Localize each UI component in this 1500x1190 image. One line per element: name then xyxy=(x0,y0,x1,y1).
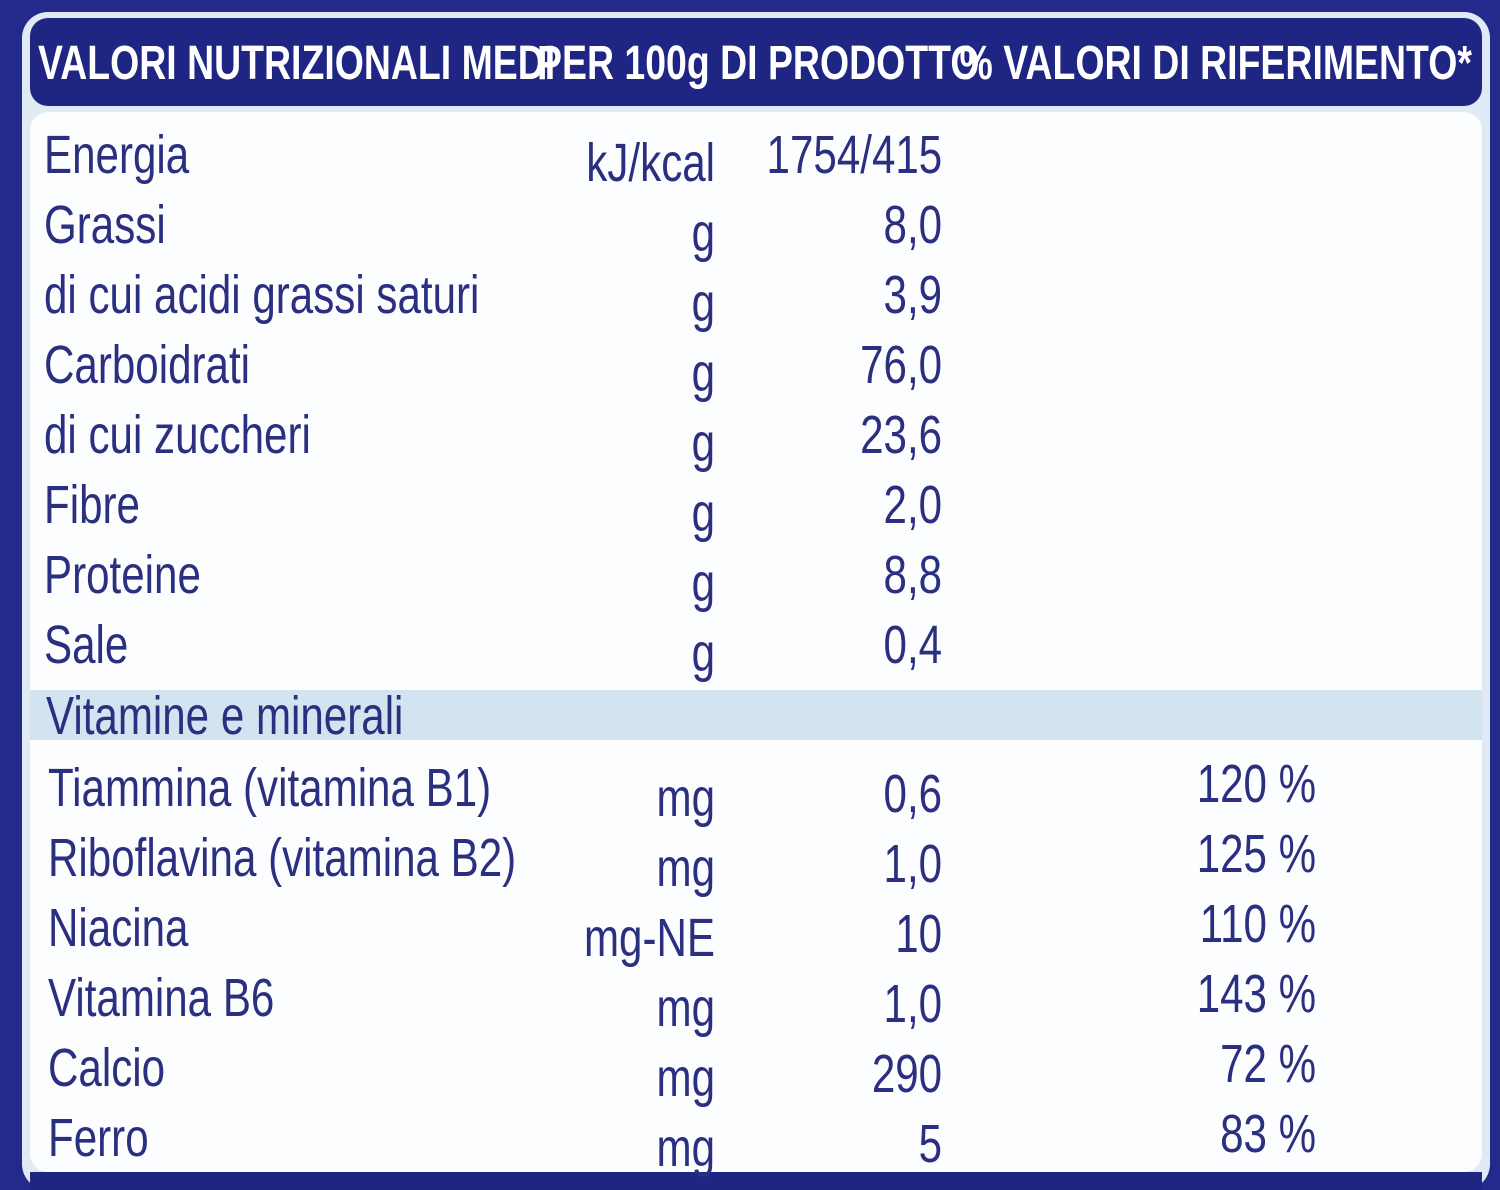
section-band xyxy=(30,690,1482,740)
vitamin-value: 290 xyxy=(871,1044,942,1104)
vitamin-percent: 110 % xyxy=(1199,894,1316,954)
nutrient-value: 8,8 xyxy=(883,545,942,605)
vitamin-percent: 83 % xyxy=(1219,1104,1316,1164)
nutrient-name: di cui acidi grassi saturi xyxy=(44,265,480,325)
header-cell: PER 100g DI PRODOTTO xyxy=(537,37,980,90)
vitamin-unit: mg-NE xyxy=(583,908,715,968)
vitamin-value: 1,0 xyxy=(883,834,942,894)
nutrient-unit: kJ/kcal xyxy=(586,133,715,193)
vitamin-percent: 120 % xyxy=(1196,754,1316,814)
header-cell: VALORI NUTRIZIONALI MEDI xyxy=(38,37,556,90)
nutrient-name: Sale xyxy=(44,615,129,675)
nutrient-value: 0,4 xyxy=(883,615,942,675)
nutrient-value: 76,0 xyxy=(860,335,942,395)
nutrient-value: 1754/415 xyxy=(766,125,942,185)
vitamin-unit: mg xyxy=(656,838,715,898)
vitamin-unit: mg xyxy=(656,1118,715,1178)
vitamin-percent: 125 % xyxy=(1196,824,1316,884)
vitamin-unit: mg xyxy=(656,1048,715,1108)
nutrient-value: 2,0 xyxy=(883,475,942,535)
vitamin-percent: 143 % xyxy=(1196,964,1316,1024)
nutrient-unit: g xyxy=(691,343,715,403)
vitamin-name: Ferro xyxy=(48,1108,149,1168)
vitamin-name: Tiammina (vitamina B1) xyxy=(48,758,492,818)
nutrient-unit: g xyxy=(691,483,715,543)
vitamin-name: Vitamina B6 xyxy=(48,968,275,1028)
nutrient-name: Proteine xyxy=(44,545,201,605)
section-title: Vitamine e minerali xyxy=(46,686,404,746)
nutrient-value: 23,6 xyxy=(860,405,942,465)
nutrient-name: Energia xyxy=(44,125,190,185)
nutrient-value: 3,9 xyxy=(883,265,942,325)
nutrient-unit: g xyxy=(691,203,715,263)
vitamin-name: Calcio xyxy=(48,1038,166,1098)
vitamin-name: Riboflavina (vitamina B2) xyxy=(48,828,517,888)
nutrient-name: Fibre xyxy=(44,475,140,535)
nutrient-unit: g xyxy=(691,273,715,333)
nutrient-name: di cui zuccheri xyxy=(44,405,311,465)
nutrient-name: Carboidrati xyxy=(44,335,251,395)
vitamin-percent: 72 % xyxy=(1219,1034,1316,1094)
vitamin-value: 5 xyxy=(918,1114,942,1174)
table-body xyxy=(30,112,1482,1172)
vitamin-name: Niacina xyxy=(48,898,189,958)
footer-band xyxy=(30,1172,1482,1190)
vitamin-value: 1,0 xyxy=(883,974,942,1034)
vitamin-value: 10 xyxy=(895,904,942,964)
nutrient-unit: g xyxy=(691,553,715,613)
nutrient-unit: g xyxy=(691,413,715,473)
header-band xyxy=(30,18,1482,106)
nutrient-value: 8,0 xyxy=(883,195,942,255)
nutrient-name: Grassi xyxy=(44,195,166,255)
vitamin-value: 0,6 xyxy=(883,764,942,824)
vitamin-unit: mg xyxy=(656,978,715,1038)
header-cell: % VALORI DI RIFERIMENTO* xyxy=(959,37,1472,90)
vitamin-unit: mg xyxy=(656,768,715,828)
nutrient-unit: g xyxy=(691,623,715,683)
